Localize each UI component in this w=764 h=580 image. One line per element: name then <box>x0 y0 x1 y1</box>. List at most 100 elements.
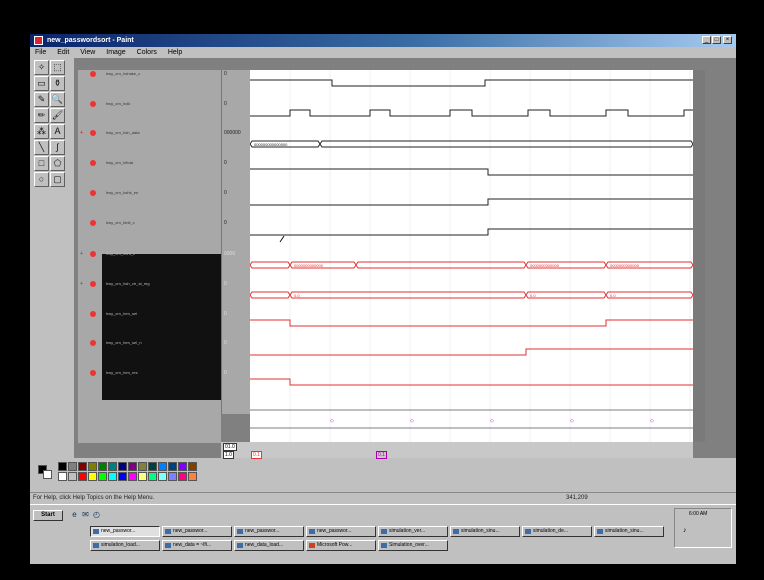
taskbar-button-label: simulation_load... <box>101 542 140 548</box>
palette-color-swatch[interactable] <box>98 462 107 471</box>
taskbar-window-button[interactable]: simulation_ver... <box>378 526 448 537</box>
signal-name[interactable]: hwy_crn_hsh_ctr_st_reg <box>106 281 150 286</box>
minimize-button[interactable]: _ <box>702 36 711 44</box>
airbrush-icon[interactable]: ⁂ <box>34 124 49 139</box>
signal-name[interactable]: hwy_crn_hshk_en <box>106 190 139 195</box>
maximize-button[interactable]: □ <box>712 36 721 44</box>
expand-group-icon[interactable]: + <box>80 281 83 287</box>
signal-value: 0 <box>224 370 227 376</box>
line-icon[interactable]: ╲ <box>34 140 49 155</box>
palette-color-swatch[interactable] <box>138 462 147 471</box>
pick-color-icon[interactable]: ✎ <box>34 92 49 107</box>
signal-name[interactable]: hwy_crn_hinit_c <box>106 220 135 225</box>
background-color-swatch[interactable] <box>43 470 52 479</box>
palette-color-swatch[interactable] <box>128 472 137 481</box>
signal-name[interactable]: hwy_crn_hen_sel_n <box>106 340 142 345</box>
taskbar-window-button[interactable]: simulation_load... <box>90 540 160 551</box>
palette-color-swatch[interactable] <box>88 462 97 471</box>
taskbar-window-button[interactable]: new_passwor... <box>90 526 160 537</box>
fill-icon[interactable]: ⚱ <box>50 76 65 91</box>
taskbar-window-button[interactable]: Simulation_over... <box>378 540 448 551</box>
palette-color-swatch[interactable] <box>128 462 137 471</box>
signal-bullet-icon <box>90 281 96 287</box>
signal-name[interactable]: hwy_crn_hclk <box>106 101 131 106</box>
taskbar-window-button[interactable]: new_data_load... <box>234 540 304 551</box>
palette-color-swatch[interactable] <box>118 472 127 481</box>
close-button[interactable]: × <box>723 36 732 44</box>
signal-name[interactable]: hwy_crn_hshake_c <box>106 71 141 76</box>
outlook-icon[interactable]: ✉ <box>82 510 89 519</box>
palette-color-swatch[interactable] <box>148 472 157 481</box>
palette-color-swatch[interactable] <box>58 462 67 471</box>
palette-color-swatch[interactable] <box>168 472 177 481</box>
palette-color-swatch[interactable] <box>88 472 97 481</box>
start-button[interactable]: Start <box>33 510 63 521</box>
palette-color-swatch[interactable] <box>58 472 67 481</box>
taskbar-window-button[interactable]: new_passwor... <box>234 526 304 537</box>
taskbar-window-button[interactable]: Microsoft Pow... <box>306 540 376 551</box>
palette-color-swatch[interactable] <box>78 472 87 481</box>
signal-name[interactable]: hwy_crn_hen_res <box>106 370 138 375</box>
palette-color-swatch[interactable] <box>138 472 147 481</box>
palette-color-swatch[interactable] <box>78 462 87 471</box>
pencil-icon[interactable]: ✏ <box>34 108 49 123</box>
palette-color-swatch[interactable] <box>178 462 187 471</box>
palette-color-swatch[interactable] <box>158 462 167 471</box>
taskbar-window-button[interactable]: new_passwor... <box>306 526 376 537</box>
expand-group-icon[interactable]: + <box>80 130 83 136</box>
palette-color-swatch[interactable] <box>118 462 127 471</box>
eraser-icon[interactable]: ▭ <box>34 76 49 91</box>
signal-name[interactable]: hwy_crn_hcnt_c <box>106 251 135 256</box>
window-icon <box>165 529 171 534</box>
color-palette <box>38 461 238 483</box>
palette-color-swatch[interactable] <box>68 462 77 471</box>
rounded-rect-icon[interactable]: ▢ <box>50 172 65 187</box>
palette-color-swatch[interactable] <box>158 472 167 481</box>
palette-color-swatch[interactable] <box>98 472 107 481</box>
menu-help[interactable]: Help <box>167 49 183 56</box>
taskbar-window-button[interactable]: new_data = ~lfi... <box>162 540 232 551</box>
magnifier-icon[interactable]: 🔍 <box>50 92 65 107</box>
taskbar-window-button[interactable]: new_passwor... <box>162 526 232 537</box>
menu-image[interactable]: Image <box>106 49 126 56</box>
free-select-icon[interactable]: ✧ <box>34 60 49 75</box>
ie-icon[interactable]: e <box>72 510 77 519</box>
taskbar-window-button[interactable]: simulation_de... <box>522 526 592 537</box>
palette-color-swatch[interactable] <box>178 472 187 481</box>
menu-view[interactable]: View <box>80 49 96 56</box>
palette-color-swatch[interactable] <box>68 472 77 481</box>
rect-select-icon[interactable]: ⬚ <box>50 60 65 75</box>
polygon-icon[interactable]: ⬠ <box>50 156 65 171</box>
brush-icon[interactable]: 🖌 <box>50 108 65 123</box>
foreground-color-swatch[interactable] <box>38 465 47 474</box>
menu-edit[interactable]: Edit <box>57 49 70 56</box>
ellipse-icon[interactable]: ○ <box>34 172 49 187</box>
signal-name[interactable]: hwy_crn_hsh_data <box>106 130 140 135</box>
palette-color-swatch[interactable] <box>188 472 197 481</box>
signal-name[interactable]: hwy_crn_hen_sel <box>106 311 138 316</box>
curve-icon[interactable]: ∫ <box>50 140 65 155</box>
tray-volume-icon[interactable]: ♪ <box>683 527 687 534</box>
waveform-trace <box>250 378 693 386</box>
palette-color-swatch[interactable] <box>108 472 117 481</box>
signal-name[interactable]: hwy_crn_hfloat <box>106 160 133 165</box>
menu-file[interactable]: File <box>35 49 47 56</box>
status-coordinates: 341,209 <box>566 495 588 501</box>
vertical-scrollbar[interactable] <box>693 70 705 442</box>
palette-color-swatch[interactable] <box>148 462 157 471</box>
expand-group-icon[interactable]: + <box>80 251 83 257</box>
time-marker: ◇ <box>410 418 414 424</box>
desktop-icon[interactable]: ◴ <box>93 510 100 519</box>
paint-app-icon <box>34 36 43 45</box>
text-icon[interactable]: A <box>50 124 65 139</box>
taskbar-window-button[interactable]: simulation_sinu... <box>594 526 664 537</box>
bus-trace <box>605 291 694 299</box>
taskbar-window-button[interactable]: simulation_sinu... <box>450 526 520 537</box>
palette-color-swatch[interactable] <box>188 462 197 471</box>
waveform-panel[interactable]: 000000000000000 0000000000000 000000000000… <box>249 70 694 442</box>
palette-color-swatch[interactable] <box>168 462 177 471</box>
palette-color-swatch[interactable] <box>108 462 117 471</box>
rectangle-icon[interactable]: □ <box>34 156 49 171</box>
menu-colors[interactable]: Colors <box>136 49 157 56</box>
bus-trace-label: 0.0 <box>530 293 536 298</box>
